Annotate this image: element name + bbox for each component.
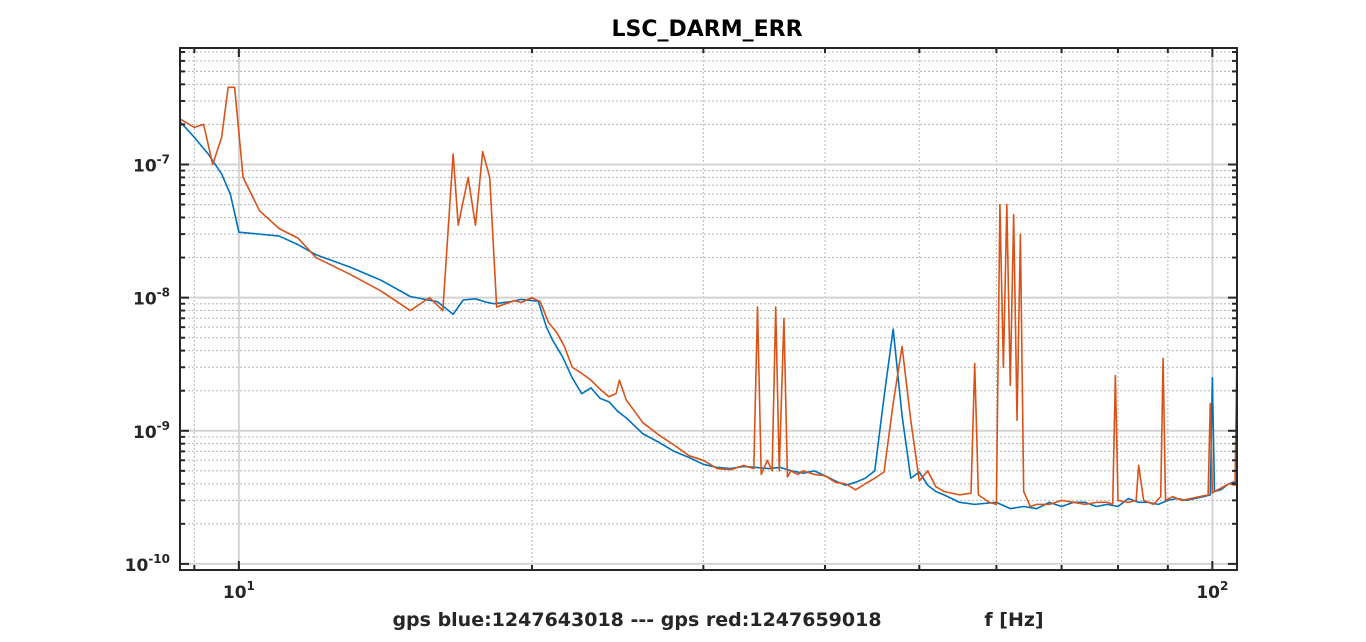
- x-axis-label-gps: gps blue:1247643018 --- gps red:12476590…: [392, 609, 881, 631]
- x-tick-labels: 101 102: [223, 579, 1229, 603]
- chart-title: LSC_DARM_ERR: [611, 17, 802, 42]
- x-axis-label-frequency: f [Hz]: [984, 609, 1043, 631]
- y-tick-label: 10-9: [133, 419, 170, 443]
- axes-frame: [179, 47, 1238, 571]
- series-lines: [180, 86, 1237, 510]
- y-tick-label: 10-8: [133, 286, 170, 310]
- x-tick-label: 101: [223, 579, 255, 603]
- x-tick-label: 102: [1196, 579, 1228, 603]
- y-tick-label: 10-10: [125, 552, 170, 576]
- plot-area: [180, 48, 1237, 570]
- y-tick-labels: 10-7 10-8 10-9 10-10: [125, 153, 170, 576]
- y-tick-label: 10-7: [133, 153, 170, 177]
- series-line-red: [180, 86, 1237, 508]
- axes-box: [179, 47, 1238, 571]
